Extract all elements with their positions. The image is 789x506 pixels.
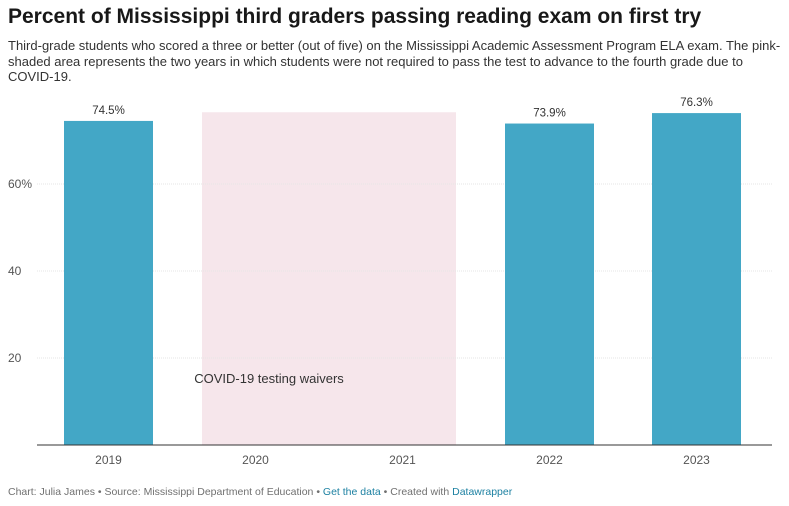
shade-layer [202, 112, 456, 445]
label-layer: 74.5% 73.9% 76.3% 2019 2020 2021 2022 2023 COVID… [92, 97, 713, 467]
value-label: 76.3% [680, 97, 713, 109]
x-tick-label: 2023 [683, 453, 710, 467]
y-tick-label: 20 [8, 351, 22, 365]
x-tick-label: 2020 [242, 453, 269, 467]
y-tick-label: 40 [8, 264, 22, 278]
bar-2019 [64, 120, 153, 446]
value-label: 74.5% [92, 105, 125, 117]
x-tick-label: 2021 [389, 453, 416, 467]
created-with-text: Created with [390, 486, 450, 498]
y-tick-label: 60% [8, 177, 32, 191]
chart-footer: Chart: Julia James • Source: Mississippi… [8, 486, 513, 498]
bar-layer [64, 113, 741, 446]
x-tick-label: 2022 [536, 453, 563, 467]
bar-2023 [652, 113, 741, 445]
chart-subtitle: Third-grade students who scored a three … [8, 38, 781, 84]
covid-annotation: COVID-19 testing waivers [194, 371, 344, 386]
source-text: Source: Mississippi Department of Educat… [104, 486, 314, 498]
datawrapper-link[interactable]: Datawrapper [452, 486, 513, 498]
grid-layer: 20 40 60% [8, 177, 772, 365]
value-label: 73.9% [533, 108, 566, 120]
x-tick-label: 2019 [95, 453, 122, 467]
chart-credit: Chart: Julia James [8, 486, 95, 498]
get-the-data-link[interactable]: Get the data [322, 486, 381, 498]
chart-title: Percent of Mississippi third graders pas… [8, 5, 702, 28]
covid-shaded-area [202, 112, 456, 445]
bar-2022 [505, 123, 594, 445]
